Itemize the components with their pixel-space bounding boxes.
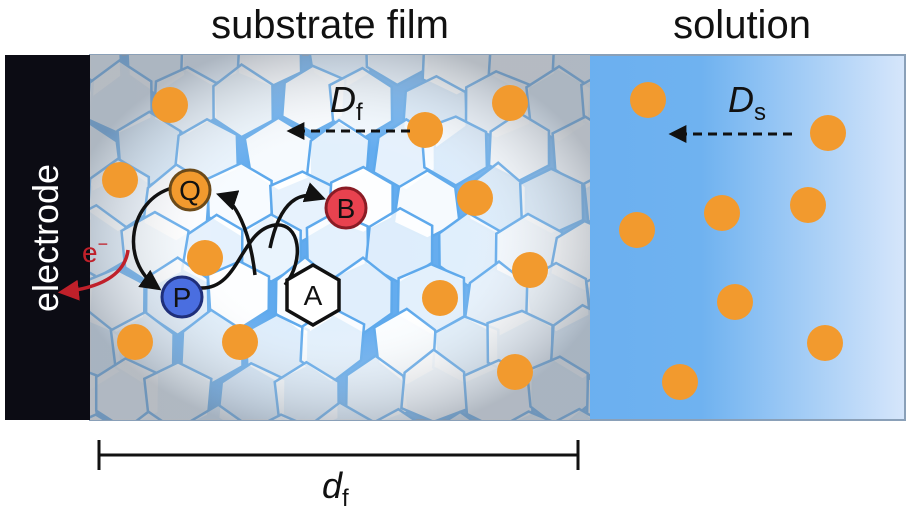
symbol: d xyxy=(322,465,343,506)
cell xyxy=(445,410,474,420)
molecule xyxy=(704,195,740,231)
solution-diffusion-label: Ds xyxy=(728,79,766,126)
molecule xyxy=(717,284,753,320)
species-label: A xyxy=(304,280,323,311)
regeneration-arrow xyxy=(216,190,257,276)
cell xyxy=(510,410,553,420)
species-q xyxy=(168,168,212,212)
cell xyxy=(462,0,526,41)
cell xyxy=(90,413,108,420)
cell xyxy=(0,416,60,483)
subscript: f xyxy=(342,485,349,512)
molecule xyxy=(492,85,528,121)
subscript: s xyxy=(754,99,766,126)
superscript: − xyxy=(98,234,109,254)
molecules xyxy=(102,82,846,400)
molecule xyxy=(619,212,655,248)
molecule xyxy=(187,240,223,276)
electron-arrow xyxy=(57,249,130,301)
species-b xyxy=(324,186,368,230)
cell xyxy=(267,413,297,420)
electrode-label: electrode xyxy=(25,164,66,312)
molecule xyxy=(422,280,458,316)
subscript: f xyxy=(356,99,363,126)
species-a xyxy=(285,262,341,328)
molecule xyxy=(807,325,843,361)
symbol: D xyxy=(728,79,754,120)
reduction-arrow xyxy=(131,186,173,291)
species-label: P xyxy=(173,282,192,313)
symbol: e xyxy=(82,237,98,268)
molecule xyxy=(810,115,846,151)
cell xyxy=(89,0,153,41)
molecule xyxy=(662,364,698,400)
species-label: Q xyxy=(179,175,201,206)
solution-title: solution xyxy=(673,3,811,47)
species-label: B xyxy=(337,193,356,224)
species-p xyxy=(160,275,204,319)
cell xyxy=(518,0,586,49)
molecule xyxy=(117,324,153,360)
cell xyxy=(578,0,641,38)
molecule xyxy=(497,354,533,390)
electrode xyxy=(5,55,90,420)
electron-label: e− xyxy=(82,234,108,268)
thickness-label: df xyxy=(322,465,349,512)
film-diffusion-label: Df xyxy=(330,79,363,126)
molecule xyxy=(512,252,548,288)
symbol: D xyxy=(330,79,356,120)
film-title: substrate film xyxy=(211,3,449,47)
cell xyxy=(28,0,93,41)
molecule xyxy=(407,112,443,148)
cell xyxy=(135,410,163,420)
molecule xyxy=(222,324,258,360)
molecule xyxy=(457,180,493,216)
product-arrow xyxy=(268,182,326,249)
molecule xyxy=(152,87,188,123)
molecule xyxy=(102,162,138,198)
molecule xyxy=(790,187,826,223)
cell xyxy=(149,0,214,39)
molecule xyxy=(630,82,666,118)
